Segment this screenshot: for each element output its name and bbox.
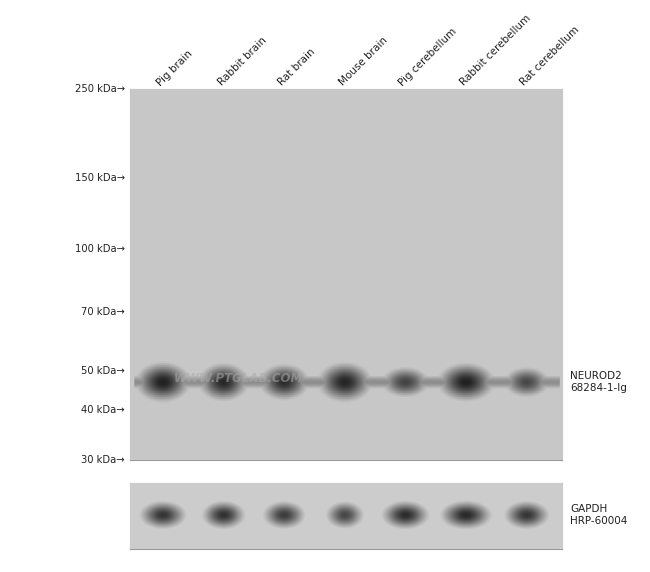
- Text: Mouse brain: Mouse brain: [337, 35, 389, 88]
- Text: 50 kDa→: 50 kDa→: [81, 366, 125, 376]
- Text: Pig cerebellum: Pig cerebellum: [397, 26, 459, 88]
- Text: 70 kDa→: 70 kDa→: [81, 307, 125, 317]
- Text: 250 kDa→: 250 kDa→: [75, 84, 125, 94]
- Text: Rat brain: Rat brain: [276, 47, 317, 88]
- Text: Rat cerebellum: Rat cerebellum: [519, 25, 581, 88]
- Text: 100 kDa→: 100 kDa→: [75, 244, 125, 255]
- Text: 30 kDa→: 30 kDa→: [81, 455, 125, 466]
- Text: Pig brain: Pig brain: [155, 48, 195, 88]
- Text: GAPDH
HRP-60004: GAPDH HRP-60004: [570, 504, 627, 526]
- Text: WWW.PTGLAB.COM: WWW.PTGLAB.COM: [174, 372, 303, 385]
- Text: 40 kDa→: 40 kDa→: [81, 405, 125, 415]
- Text: NEUROD2
68284-1-Ig: NEUROD2 68284-1-Ig: [570, 371, 627, 392]
- Text: 150 kDa→: 150 kDa→: [75, 173, 125, 183]
- Text: Rabbit brain: Rabbit brain: [216, 35, 268, 88]
- Text: Rabbit cerebellum: Rabbit cerebellum: [458, 13, 532, 88]
